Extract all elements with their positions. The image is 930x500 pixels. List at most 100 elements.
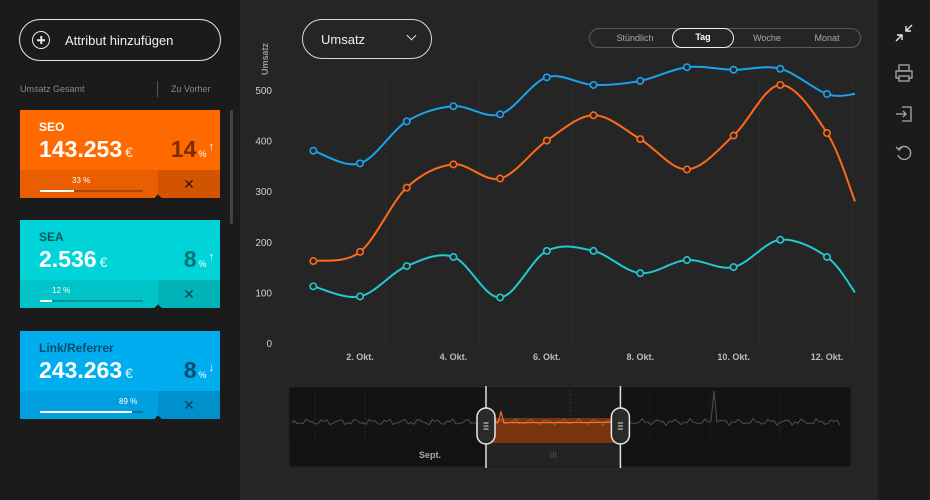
data-point <box>776 80 785 89</box>
reset-icon[interactable] <box>893 142 915 164</box>
change-unit: % <box>198 149 207 159</box>
y-tick-label: 100 <box>255 288 272 299</box>
add-attribute-label: Attribut hinzufügen <box>65 32 174 48</box>
plus-circle-icon <box>32 31 50 49</box>
card-value: 143.253 € <box>39 136 133 162</box>
navigator-label: Sept. <box>419 450 441 460</box>
card-name: SEO <box>39 120 65 134</box>
data-point <box>636 135 645 144</box>
navigator-scrollbar-thumb <box>486 443 621 466</box>
column-divider <box>157 81 158 97</box>
card-change: 8 %↑ <box>183 246 214 272</box>
data-point <box>449 160 458 169</box>
currency-label: € <box>125 365 133 381</box>
share-bar <box>40 190 143 192</box>
add-attribute-button[interactable]: Attribut hinzufügen <box>19 19 221 61</box>
card-body <box>20 220 220 280</box>
attribute-card-link-referrer[interactable]: Link/Referrer 243.263 € 8 %↓ 89 % ✕ <box>20 331 220 427</box>
data-point <box>449 252 458 261</box>
navigator-line <box>291 390 841 427</box>
y-tick-label: 200 <box>255 238 272 249</box>
close-icon: ✕ <box>183 286 195 302</box>
y-tick-label: 500 <box>255 86 272 97</box>
card-body <box>20 331 220 391</box>
data-point <box>776 235 785 244</box>
close-icon: ✕ <box>183 176 195 192</box>
data-point <box>542 136 551 145</box>
data-point <box>682 165 691 174</box>
grip-icon <box>483 422 489 430</box>
line-chart: Umsatz 0 100 200 300 400 500 2. Okt. 4. Okt. 6. … <box>255 42 856 468</box>
export-icon[interactable] <box>893 103 915 125</box>
series-line <box>313 83 856 263</box>
y-tick-label: 0 <box>266 339 272 350</box>
card-value: 2.536 € <box>39 246 108 272</box>
navigator-selected-line <box>485 409 618 424</box>
remove-button[interactable]: ✕ <box>158 280 220 308</box>
period-option-hourly[interactable]: Stündlich <box>616 33 654 43</box>
toolbar <box>878 0 930 500</box>
y-axis-label: Umsatz <box>260 42 270 75</box>
data-point <box>729 263 738 272</box>
data-point <box>729 65 738 74</box>
period-option-week[interactable]: Woche <box>753 33 781 43</box>
data-point <box>729 131 738 140</box>
card-name: Link/Referrer <box>39 341 114 355</box>
change-unit: % <box>198 370 207 380</box>
data-point <box>449 102 458 111</box>
grip-icon <box>617 422 623 430</box>
navigator-mask-left <box>290 388 486 466</box>
share-label: 33 % <box>72 176 91 185</box>
sidebar-scrollbar[interactable] <box>230 110 233 224</box>
collapse-icon[interactable] <box>893 22 915 44</box>
data-point <box>309 282 318 291</box>
data-point <box>682 63 691 72</box>
attribute-card-sea[interactable]: SEA 2.536 € 8 %↑ 12 % ✕ <box>20 220 220 316</box>
print-icon[interactable] <box>893 62 915 84</box>
remove-button[interactable]: ✕ <box>158 170 220 198</box>
data-point <box>636 269 645 278</box>
period-option-month[interactable]: Monat <box>814 33 840 43</box>
share-bar-fill <box>40 190 74 192</box>
share-bar <box>40 411 143 413</box>
period-switch: Stündlich Tag Woche Monat <box>589 28 861 48</box>
share-bar <box>40 300 143 302</box>
currency-label: € <box>125 144 133 160</box>
currency-label: € <box>99 254 108 270</box>
data-point <box>496 293 505 302</box>
data-point <box>589 246 598 255</box>
data-point <box>496 174 505 183</box>
data-point <box>822 90 831 99</box>
x-tick-label: 10. Okt. <box>717 352 750 362</box>
card-change: 14 %↑ <box>170 136 215 162</box>
data-point <box>682 256 691 265</box>
data-point <box>542 246 551 255</box>
data-point <box>309 146 318 155</box>
card-name: SEA <box>39 230 64 244</box>
x-tick-label: 2. Okt. <box>346 352 374 362</box>
remove-button[interactable]: ✕ <box>158 391 220 419</box>
data-point <box>776 64 785 73</box>
metric-select[interactable]: Umsatz <box>302 19 432 59</box>
data-point <box>822 129 831 138</box>
chart-panel: Umsatz Stündlich Tag Woche Monat Umsatz 0… <box>240 0 878 500</box>
arrow-up-icon: ↑ <box>208 141 215 153</box>
data-point <box>496 110 505 119</box>
sidebar: Attribut hinzufügen Umsatz Gesamt Zu Vor… <box>0 0 240 500</box>
navigator-mask-right <box>620 388 850 466</box>
close-icon: ✕ <box>183 397 195 413</box>
period-option-day[interactable]: Tag <box>672 28 734 48</box>
data-point <box>822 252 831 261</box>
data-point <box>309 257 318 266</box>
attribute-card-seo[interactable]: SEO 143.253 € 14 %↑ 33 % ✕ <box>20 110 220 206</box>
card-share: 12 % <box>20 280 158 308</box>
data-point <box>402 262 411 271</box>
share-bar-fill <box>40 411 132 413</box>
card-change: 8 %↓ <box>183 357 214 383</box>
x-tick-label: 4. Okt. <box>440 352 468 362</box>
card-share: 89 % <box>20 391 158 419</box>
card-share: 33 % <box>20 170 158 198</box>
x-tick-label: 8. Okt. <box>626 352 654 362</box>
series-line <box>313 238 856 299</box>
y-tick-label: 400 <box>255 137 272 148</box>
